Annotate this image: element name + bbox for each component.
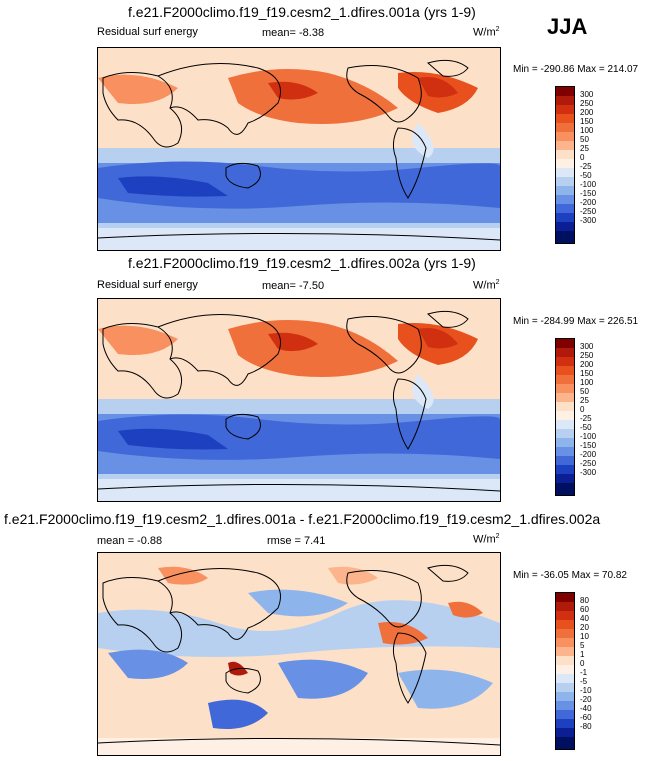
colorbar-tick-label: 25 [580,396,589,405]
panel-2-minmax: Min = -284.99 Max = 226.51 [513,316,639,327]
colorbar-tick-label: 250 [580,351,594,360]
panel-3-minmax: Min = -36.05 Max = 70.82 [513,570,627,581]
colorbar-tick-label: 150 [580,369,594,378]
colorbar-tick-label: 100 [580,378,594,387]
colorbar-tick-label: 0 [580,659,585,668]
panel-2-map [97,298,501,502]
panel-2-units: W/m2 [473,279,500,292]
panel-3-colorbar-labels: 80 60 40 20 10 5 1 0 -1 -5 -10 -20 -40 -… [580,596,620,756]
panel-3-mean-label: mean = -0.88 [97,535,163,547]
panel-1-minmax: Min = -290.86 Max = 214.07 [513,64,639,75]
colorbar-tick-label: -25 [580,414,592,423]
panel-2-variable-label: Residual surf energy [97,279,198,291]
colorbar-tick-label: -10 [580,686,592,695]
panel-1-mean-label: mean= -8.38 [262,27,325,39]
panel-2-colorbar-labels: 300 250 200 150 100 50 25 0 -25 -50 -100… [580,342,620,502]
colorbar-tick-label: -50 [580,171,592,180]
colorbar-tick-label: -5 [580,677,588,686]
panel-3-colorbar [555,592,575,750]
panel-2-map-field [98,299,500,501]
colorbar-tick-label: 50 [580,387,589,396]
colorbar-tick-label: -50 [580,423,592,432]
colorbar-tick-label: -250 [580,459,597,468]
colorbar-tick-label: 0 [580,153,585,162]
panel-2-mean-label: mean= -7.50 [262,280,325,292]
colorbar-tick-label: -1 [580,668,588,677]
colorbar-tick-label: 40 [580,614,589,623]
colorbar-tick-label: 0 [580,405,585,414]
colorbar-tick-label: 200 [580,108,594,117]
panel-1-variable-label: Residual surf energy [97,26,198,38]
colorbar-tick-label: -60 [580,713,592,722]
colorbar-tick-label: -250 [580,207,597,216]
colorbar-tick-label: -200 [580,450,597,459]
panel-1-colorbar-labels: 300 250 200 150 100 50 25 0 -25 -50 -100… [580,90,620,250]
colorbar-tick-label: -100 [580,180,597,189]
colorbar-tick-label: 50 [580,135,589,144]
colorbar-tick-label: -150 [580,441,597,450]
colorbar-tick-label: -40 [580,704,592,713]
colorbar-tick-label: 150 [580,117,594,126]
colorbar-tick-label: -200 [580,198,597,207]
colorbar-tick-label: 1 [580,650,585,659]
colorbar-tick-label: 25 [580,144,589,153]
colorbar-tick-label: 250 [580,99,594,108]
colorbar-tick-label: -20 [580,695,592,704]
colorbar-tick-label: 60 [580,605,589,614]
colorbar-tick-label: 80 [580,596,589,605]
panel-3-title: f.e21.F2000climo.f19_f19.cesm2_1.dfires.… [4,511,601,527]
colorbar-tick-label: -300 [580,216,597,225]
colorbar-tick-label: 20 [580,623,589,632]
colorbar-tick-label: -300 [580,468,597,477]
colorbar-tick-label: 300 [580,90,594,99]
panel-1-map [97,47,501,251]
panel-2-title: f.e21.F2000climo.f19_f19.cesm2_1.dfires.… [128,255,476,271]
panel-1-colorbar [555,86,575,244]
colorbar-tick-label: -100 [580,432,597,441]
colorbar-tick-label: 10 [580,632,589,641]
panel-3-units: W/m2 [473,533,500,546]
panel-1-units: W/m2 [473,26,500,39]
panel-1-title: f.e21.F2000climo.f19_f19.cesm2_1.dfires.… [128,4,476,20]
panel-2-colorbar [555,338,575,496]
panel-3-map [97,552,501,756]
colorbar-tick-label: -25 [580,162,592,171]
panel-3-map-field [98,553,500,755]
colorbar-tick-label: 5 [580,641,585,650]
colorbar-tick-label: -150 [580,189,597,198]
colorbar-tick-label: 300 [580,342,594,351]
colorbar-tick-label: 100 [580,126,594,135]
panel-3-rmse-label: rmse = 7.41 [267,535,326,547]
season-label: JJA [547,14,588,39]
colorbar-tick-label: 200 [580,360,594,369]
panel-1-map-field [98,48,500,250]
colorbar-tick-label: -80 [580,722,592,731]
